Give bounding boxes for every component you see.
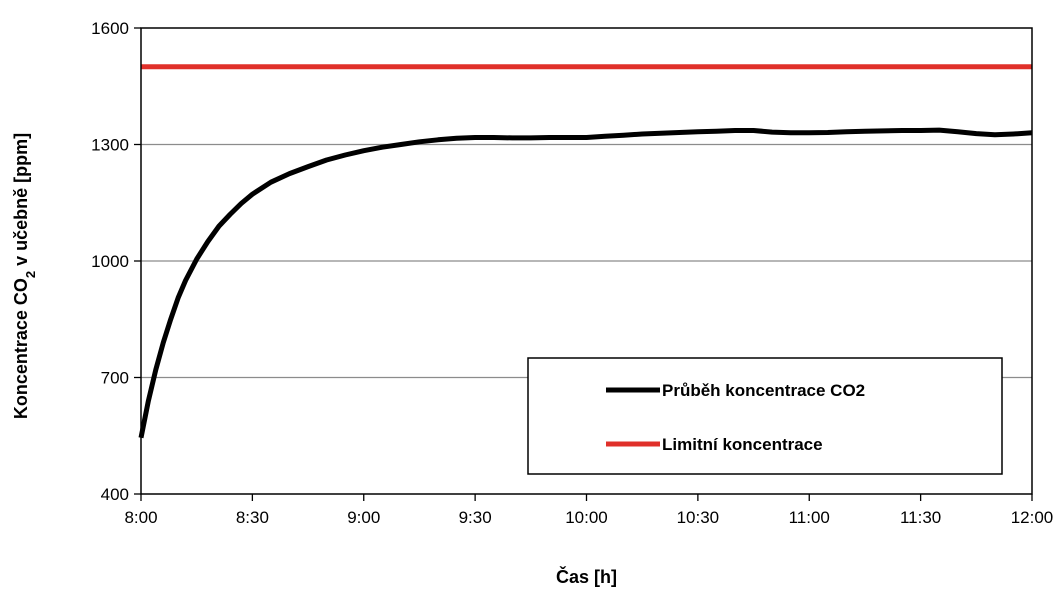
x-tick-label: 10:00 xyxy=(565,508,608,527)
x-tick-label: 11:00 xyxy=(789,508,830,527)
x-tick-label: 11:30 xyxy=(900,508,941,527)
y-tick-label: 400 xyxy=(101,485,129,504)
y-tick-label: 1300 xyxy=(91,136,129,155)
y-tick-label: 1600 xyxy=(91,19,129,38)
y-axis-title: Koncentrace CO2 v učebně [ppm] xyxy=(11,133,38,419)
y-axis-ticks: 400 700 1000 1300 1600 xyxy=(91,19,141,504)
x-tick-label: 8:00 xyxy=(124,508,157,527)
x-tick-label: 9:00 xyxy=(347,508,380,527)
x-tick-label: 10:30 xyxy=(677,508,720,527)
x-tick-label: 12:00 xyxy=(1011,508,1054,527)
y-tick-label: 1000 xyxy=(91,252,129,271)
y-axis-title-rest: v učebně [ppm] xyxy=(11,133,31,271)
series-line-0 xyxy=(138,127,1033,439)
legend-label-0: Průběh koncentrace CO2 xyxy=(662,381,865,400)
y-axis-title-subscript: 2 xyxy=(23,271,38,278)
y-tick-label: 700 xyxy=(101,369,129,388)
x-tick-label: 9:30 xyxy=(459,508,492,527)
y-axis-title-main: Koncentrace CO xyxy=(11,278,31,419)
legend-label-1: Limitní koncentrace xyxy=(662,435,823,454)
x-tick-label: 8:30 xyxy=(236,508,269,527)
series-layer xyxy=(138,64,1033,439)
x-axis-ticks: 8:00 8:30 9:00 9:30 10:00 10:30 11:00 11:30 12:0… xyxy=(124,494,1053,527)
x-axis-title: Čas [h] xyxy=(556,566,617,587)
legend: Průběh koncentrace CO2 Limitní koncentrac… xyxy=(527,357,1003,475)
legend-box xyxy=(527,357,1003,475)
